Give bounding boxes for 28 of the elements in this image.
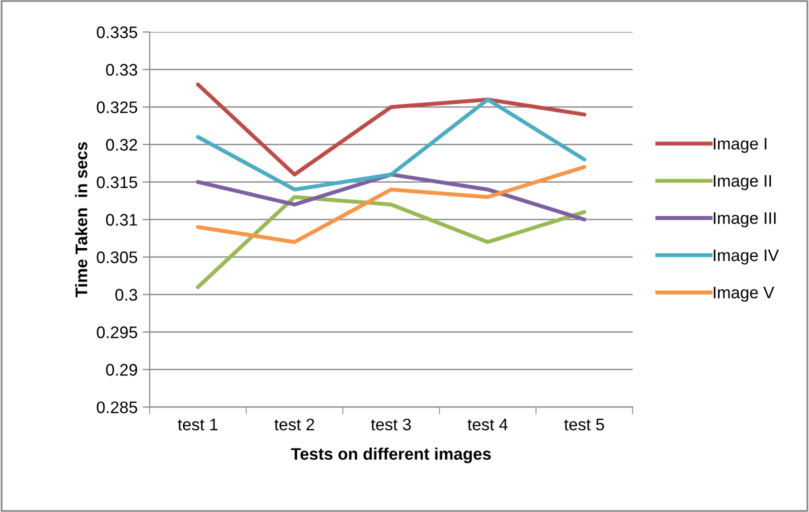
legend-label: Image III xyxy=(714,212,776,228)
y-tick-label: 0.31 xyxy=(106,214,138,226)
line-series xyxy=(196,172,586,222)
y-tick-label: 0.295 xyxy=(96,326,138,338)
x-tick-label: test 5 xyxy=(564,418,604,430)
y-tick-label: 0.335 xyxy=(96,26,138,38)
legend-label: Image IV xyxy=(714,250,779,264)
y-tick-label: 0.33 xyxy=(106,64,138,76)
x-axis-title: Tests on different images xyxy=(291,448,491,464)
x-tick-label: test 2 xyxy=(274,418,314,430)
y-tick-label: 0.305 xyxy=(96,251,138,264)
y-tick-label: 0.32 xyxy=(106,138,138,151)
y-axis-title: Time Taken in secs xyxy=(75,142,88,298)
x-tick-label: test 3 xyxy=(371,418,411,430)
x-tick-label: test 4 xyxy=(468,418,508,430)
line-series xyxy=(196,82,586,176)
line-series xyxy=(196,165,586,244)
line-series xyxy=(196,195,586,289)
legend-label: Image V xyxy=(714,286,774,302)
line-series xyxy=(196,98,586,192)
y-tick-label: 0.325 xyxy=(96,101,138,114)
y-tick-label: 0.315 xyxy=(96,176,138,188)
legend-label: Image I xyxy=(714,138,766,153)
y-tick-label: 0.29 xyxy=(106,364,138,376)
legend-label: Image II xyxy=(714,175,771,190)
y-tick-label: 0.285 xyxy=(96,401,138,414)
x-tick-label: test 1 xyxy=(178,418,218,430)
y-tick-label: 0.3 xyxy=(115,288,138,301)
